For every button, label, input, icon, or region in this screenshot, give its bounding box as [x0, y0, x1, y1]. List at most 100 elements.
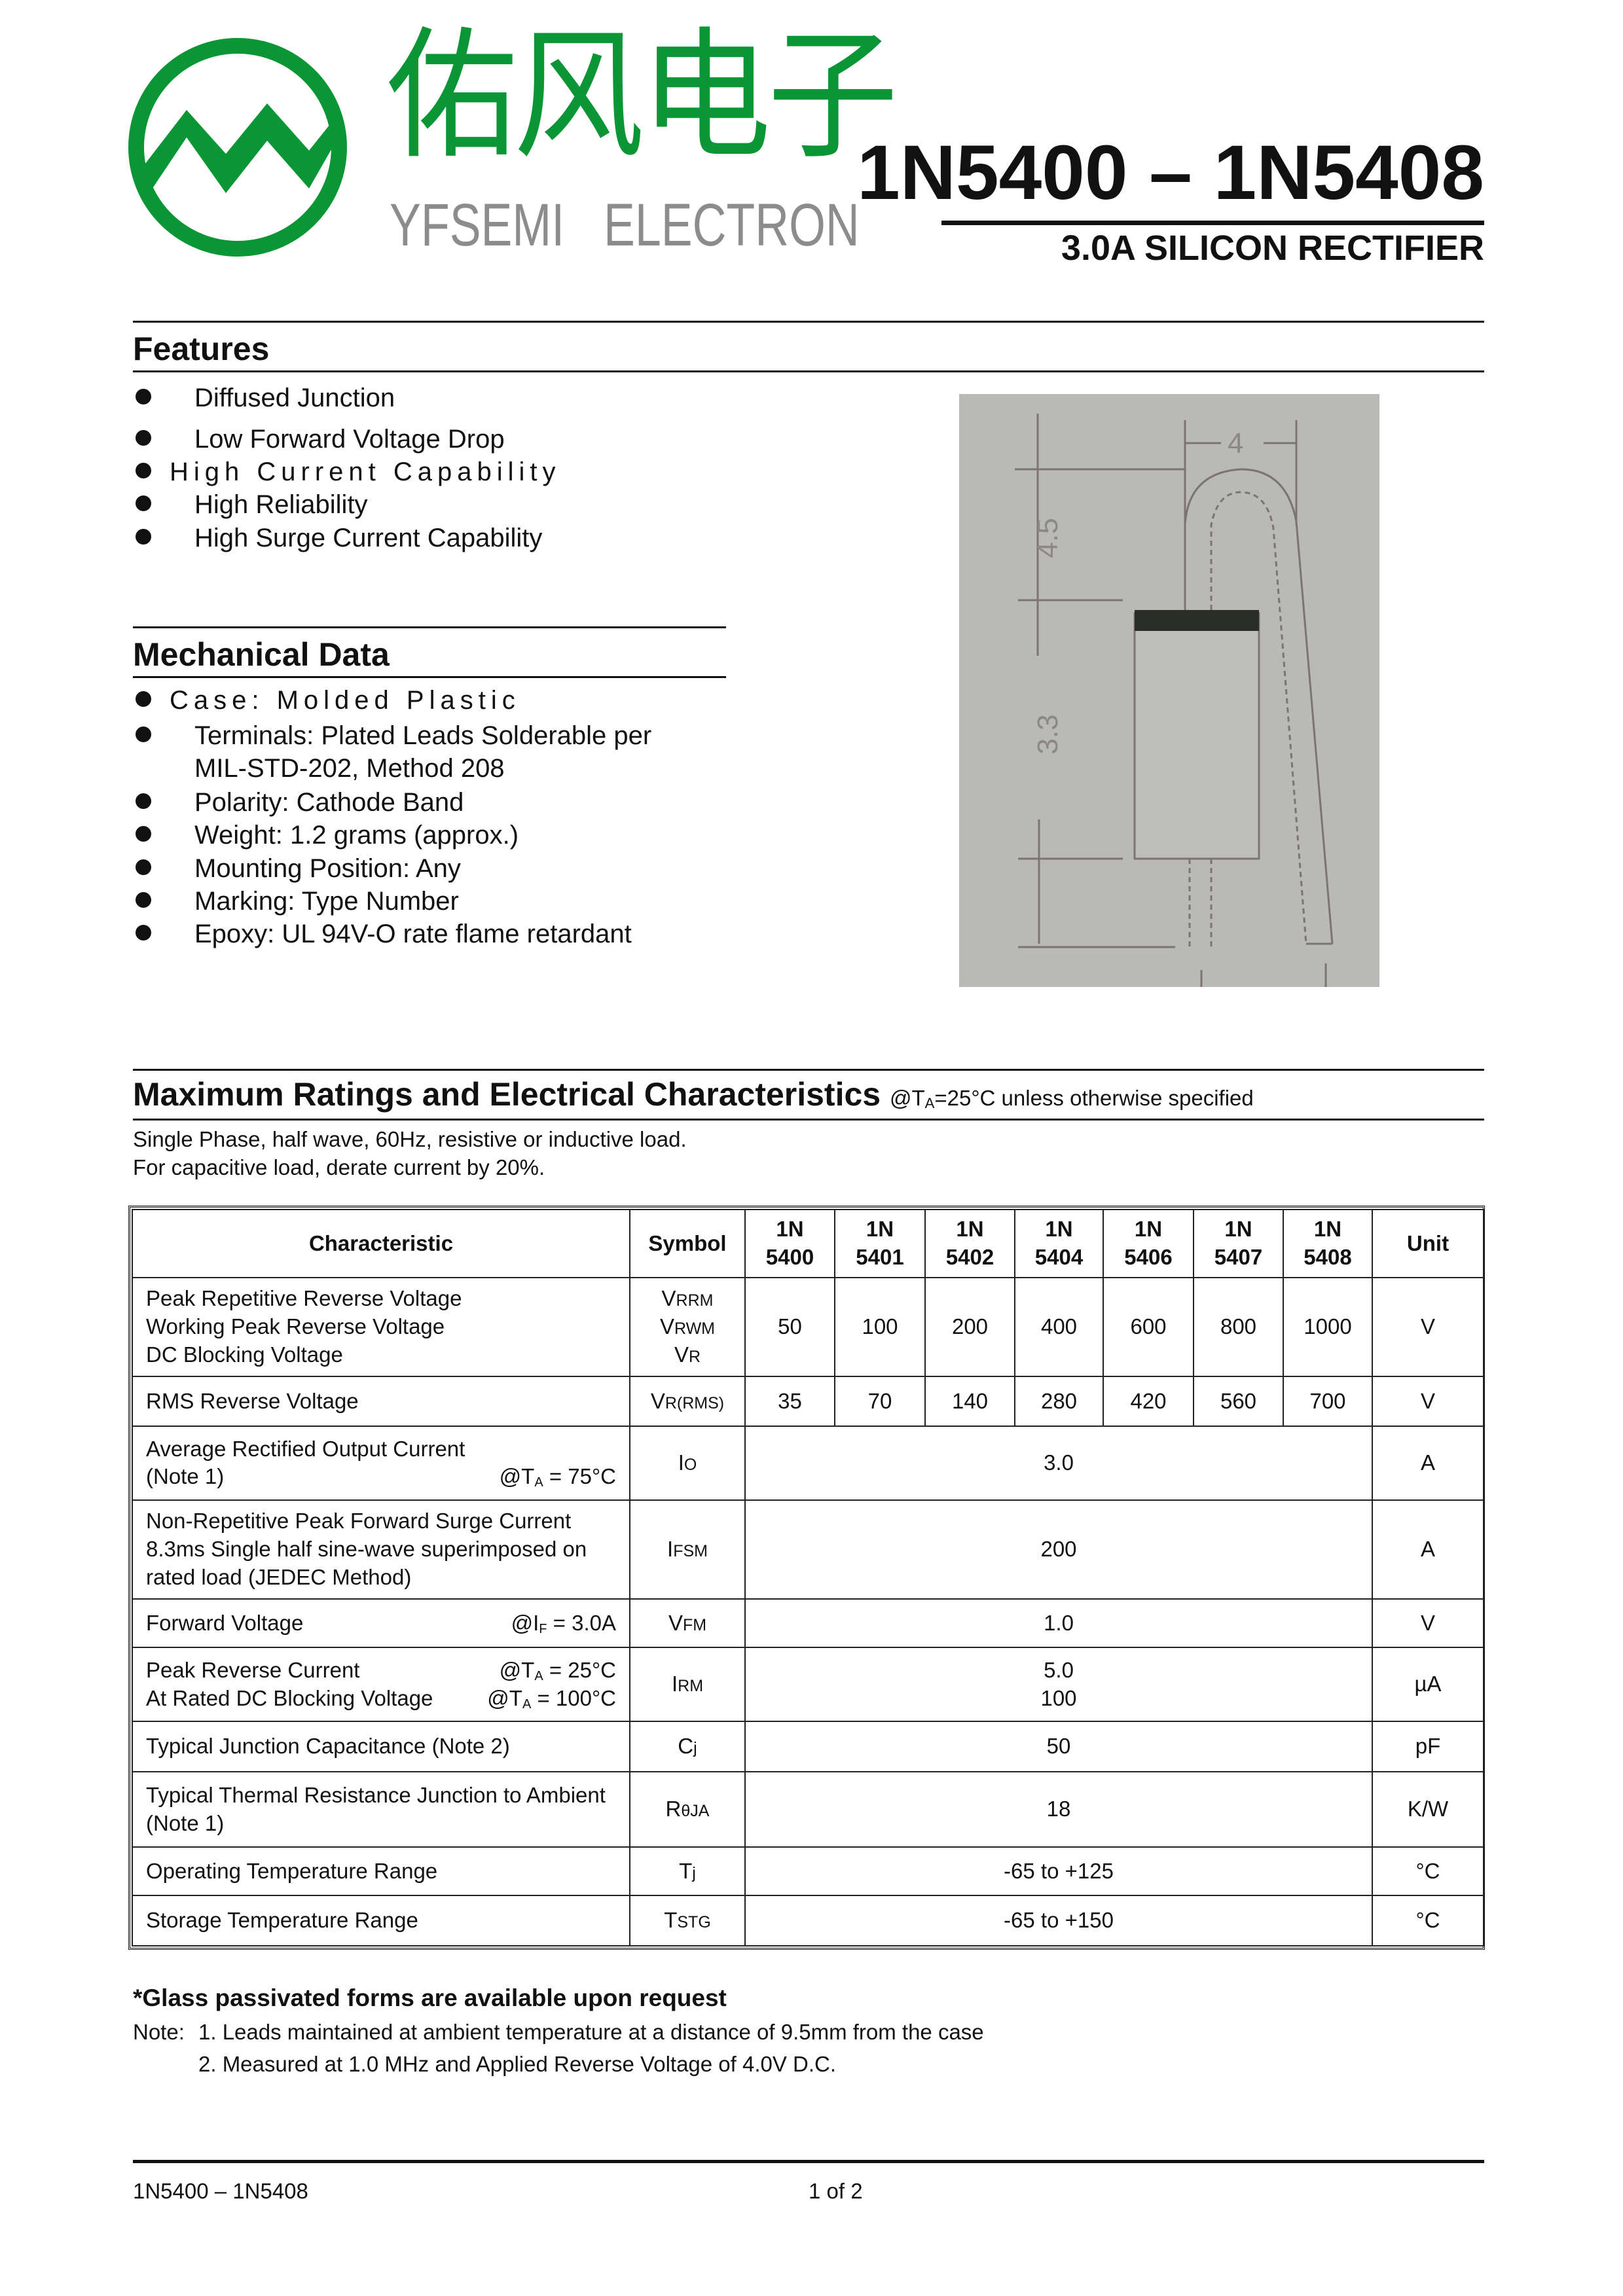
header-part-number: 1N 5404	[1014, 1209, 1104, 1278]
dim-lead-height: 4.5	[1032, 518, 1064, 558]
table-row: Non-Repetitive Peak Forward Surge Curren…	[132, 1499, 1484, 1600]
symbol-main: V	[668, 1610, 683, 1635]
table-row: Forward Voltage @IF = 3.0A VFM 1.0 V	[132, 1598, 1484, 1648]
symbol: VFM	[630, 1609, 744, 1638]
part-number: 5406	[1124, 1245, 1173, 1269]
value: 100	[1040, 1685, 1077, 1710]
test-condition: @TA = 100°C	[487, 1685, 616, 1713]
title-divider	[941, 221, 1484, 225]
symbol-sub: O	[684, 1456, 697, 1475]
condition-sub: A	[522, 1696, 532, 1712]
dim-top-width: 4	[1228, 427, 1243, 459]
part-prefix: 1N	[1224, 1217, 1252, 1242]
symbol-sub: θJA	[681, 1802, 710, 1821]
symbol-cell: Cj	[629, 1721, 746, 1772]
characteristic-cell: Peak Repetitive Reverse Voltage Working P…	[132, 1277, 630, 1377]
part-prefix: 1N	[776, 1217, 804, 1242]
unit-cell: A	[1372, 1426, 1484, 1501]
characteristic-line: Working Peak Reverse Voltage	[146, 1313, 616, 1341]
condition-sub: A	[534, 1475, 543, 1490]
ratings-top-rule	[133, 1069, 1484, 1071]
characteristic-line: rated load (JEDEC Method)	[146, 1564, 616, 1592]
unit-cell: K/W	[1372, 1771, 1484, 1848]
value-cell-merged: 50	[744, 1721, 1373, 1772]
value: -65 to +125	[1004, 1858, 1114, 1883]
value-cell-merged: -65 to +125	[744, 1846, 1373, 1896]
characteristic-line: Average Rectified Output Current	[146, 1435, 616, 1463]
symbol-sub: RWM	[674, 1319, 716, 1338]
characteristic-cell: Storage Temperature Range	[132, 1895, 630, 1946]
symbol-sub: STG	[677, 1913, 711, 1932]
package-outline-icon: 4 4.5 3.3 5	[1015, 414, 1334, 1049]
header-part-number: 1N 5401	[834, 1209, 926, 1278]
bullet-icon	[136, 495, 151, 511]
company-name-en: YFSEMI ELECTRON	[390, 192, 860, 259]
table-row: Typical Thermal Resistance Junction to A…	[132, 1771, 1484, 1848]
characteristic-line: Peak Repetitive Reverse Voltage	[146, 1285, 616, 1313]
symbol-sub: j	[693, 1739, 697, 1758]
symbol: VR	[630, 1341, 744, 1369]
condition-pre: @T	[487, 1685, 522, 1710]
part-number: 5408	[1304, 1245, 1352, 1269]
unit-cell: V	[1372, 1376, 1484, 1427]
characteristic-text: Working Peak Reverse Voltage	[146, 1314, 445, 1339]
symbol-sub: RM	[678, 1677, 704, 1696]
bullet-icon	[136, 859, 151, 875]
characteristic-cell: RMS Reverse Voltage	[132, 1376, 630, 1427]
value-cell-merged: 1.0	[744, 1598, 1373, 1648]
symbol-cell: VFM	[629, 1598, 746, 1648]
symbol-sub: R	[688, 1347, 701, 1366]
part-prefix: 1N	[956, 1217, 984, 1242]
value-cell: 140	[924, 1376, 1015, 1427]
characteristic-text: Forward Voltage	[146, 1610, 304, 1635]
symbol-cell: IRM	[629, 1647, 746, 1722]
footer-part-range: 1N5400 – 1N5408	[133, 2179, 308, 2203]
characteristic-cell: Operating Temperature Range	[132, 1846, 630, 1896]
bullet-icon	[136, 529, 151, 545]
characteristic-text: Storage Temperature Range	[146, 1908, 418, 1933]
value-cell: 800	[1193, 1277, 1284, 1377]
characteristic-cell: Peak Reverse Current @TA = 25°C At Rated D…	[132, 1647, 630, 1722]
cathode-band	[1135, 610, 1259, 631]
footer-page-number: 1 of 2	[809, 2179, 863, 2203]
characteristic-text: RMS Reverse Voltage	[146, 1388, 359, 1413]
condition-pre: @I	[511, 1610, 539, 1635]
condition-pre: @T	[499, 1464, 535, 1489]
value-cell-merged: -65 to +150	[744, 1895, 1373, 1946]
value-cell: 700	[1283, 1376, 1373, 1427]
characteristic-line: Forward Voltage @IF = 3.0A	[146, 1609, 616, 1638]
symbol-main: I	[667, 1537, 674, 1562]
symbol-cell: IO	[629, 1426, 746, 1501]
package-drawing: 4 4.5 3.3 5	[959, 394, 1379, 1049]
symbol-main: T	[664, 1908, 678, 1933]
table-header-row: Characteristic Symbol 1N 5400 1N 5401 1N 5402 1N…	[132, 1209, 1484, 1278]
ratings-condition: @TA=25°C unless otherwise specified	[890, 1086, 1254, 1111]
value: 1.0	[1044, 1610, 1074, 1635]
value-cell: 400	[1014, 1277, 1104, 1377]
header-part-number: 1N 5407	[1193, 1209, 1284, 1278]
value: 18	[1046, 1797, 1071, 1821]
characteristic-line: (Note 1)	[146, 1810, 616, 1838]
symbol: Cj	[630, 1732, 744, 1761]
part-number: 5402	[945, 1245, 994, 1269]
characteristic-text: Peak Reverse Current	[146, 1657, 360, 1682]
part-number: 5401	[856, 1245, 904, 1269]
company-logo-icon	[128, 38, 347, 257]
characteristic-cell: Non-Repetitive Peak Forward Surge Curren…	[132, 1499, 630, 1600]
value-cell: 35	[744, 1376, 835, 1427]
symbol-sub: j	[692, 1863, 696, 1882]
dim-body-height: 3.3	[1032, 714, 1064, 754]
characteristic-text: DC Blocking Voltage	[146, 1342, 343, 1367]
value-cell-merged: 5.0 100	[744, 1647, 1373, 1722]
bullet-icon	[136, 826, 151, 842]
footer-rule	[133, 2160, 1484, 2163]
condition-post: = 25°C	[543, 1657, 616, 1682]
characteristic-text: (Note 1)	[146, 1810, 225, 1835]
unit-cell: A	[1372, 1499, 1484, 1600]
symbol-cell: VRRM VRWM VR	[629, 1277, 746, 1377]
symbol-cell: TSTG	[629, 1895, 746, 1946]
symbol-main: V	[661, 1286, 676, 1311]
symbol-cell: Tj	[629, 1846, 746, 1896]
part-prefix: 1N	[866, 1217, 894, 1242]
part-number: 5404	[1034, 1245, 1084, 1269]
